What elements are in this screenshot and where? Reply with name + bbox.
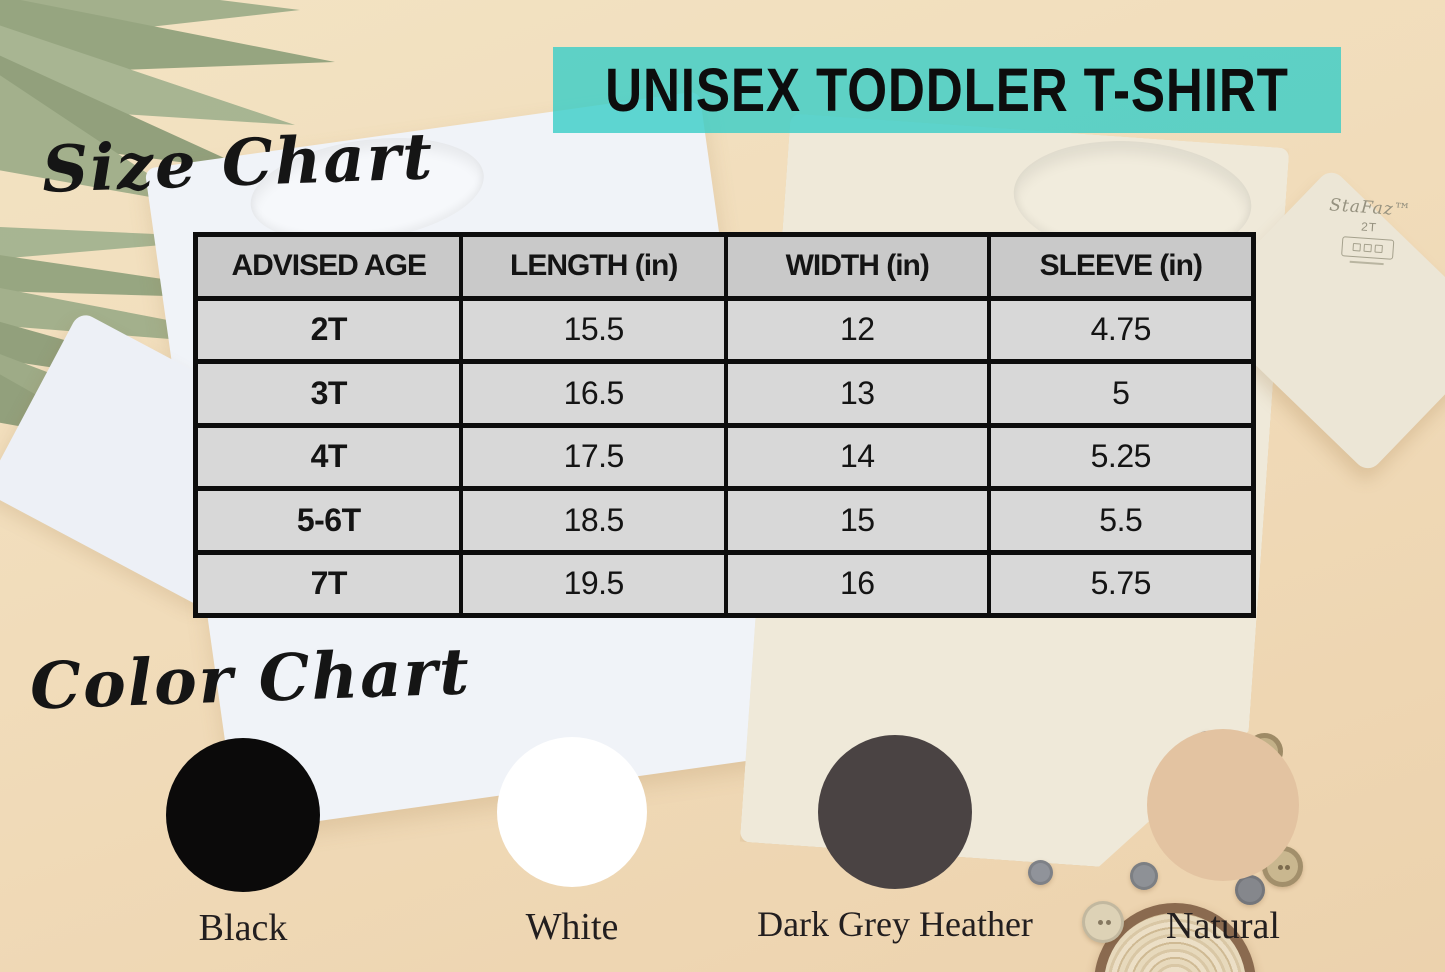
swatch-label: Black	[198, 907, 288, 949]
care-text-line	[1349, 260, 1384, 266]
table-cell-age: 4T	[198, 427, 460, 486]
table-cell-age: 7T	[198, 554, 460, 613]
button-decoration	[1082, 901, 1124, 943]
color-chart-heading: Color Chart	[28, 634, 473, 725]
table-cell-sleeve: 5.5	[990, 491, 1251, 550]
care-instructions-icons	[1341, 236, 1395, 260]
table-cell-age: 5-6T	[198, 491, 460, 550]
color-swatch-natural: Natural	[1147, 729, 1299, 947]
swatch-circle	[1147, 729, 1299, 881]
table-cell-length: 17.5	[463, 427, 724, 486]
table-cell-sleeve: 4.75	[990, 300, 1251, 359]
button-decoration	[1235, 875, 1265, 905]
title-banner: UNISEX TODDLER T-SHIRT	[553, 47, 1341, 133]
neck-tag-brand: StaFaz™	[1328, 195, 1413, 221]
page-title: UNISEX TODDLER T-SHIRT	[605, 56, 1289, 124]
table-cell-sleeve: 5	[990, 364, 1251, 423]
table-cell-length: 19.5	[463, 554, 724, 613]
table-cell-sleeve: 5.25	[990, 427, 1251, 486]
size-chart-table: ADVISED AGE LENGTH (in) WIDTH (in) SLEEV…	[193, 232, 1256, 618]
size-chart-heading: Size Chart	[40, 119, 436, 208]
swatch-circle	[166, 738, 320, 892]
neck-tag: StaFaz™ 2T	[1290, 193, 1445, 293]
swatch-label: White	[525, 906, 619, 948]
button-decoration	[1028, 860, 1053, 885]
table-cell-length: 18.5	[463, 491, 724, 550]
swatch-label: Natural	[1166, 905, 1280, 947]
table-cell-age: 3T	[198, 364, 460, 423]
neck-tag-size: 2T	[1360, 219, 1378, 235]
table-cell-width: 15	[727, 491, 987, 550]
table-cell-age: 2T	[198, 300, 460, 359]
swatch-circle	[818, 735, 972, 889]
swatch-circle	[497, 737, 647, 887]
column-header-sleeve: SLEEVE (in)	[990, 237, 1251, 296]
color-swatch-dark-grey-heather: Dark Grey Heather	[757, 735, 1033, 944]
table-cell-width: 14	[727, 427, 987, 486]
column-header-advised-age: ADVISED AGE	[198, 237, 460, 296]
color-swatch-white: White	[497, 737, 647, 948]
color-swatch-black: Black	[166, 738, 320, 949]
swatch-label: Dark Grey Heather	[757, 904, 1033, 944]
table-cell-length: 15.5	[463, 300, 724, 359]
table-cell-width: 13	[727, 364, 987, 423]
table-cell-width: 16	[727, 554, 987, 613]
column-header-length: LENGTH (in)	[463, 237, 724, 296]
column-header-width: WIDTH (in)	[727, 237, 987, 296]
button-decoration	[1130, 862, 1158, 890]
table-cell-sleeve: 5.75	[990, 554, 1251, 613]
table-cell-width: 12	[727, 300, 987, 359]
table-cell-length: 16.5	[463, 364, 724, 423]
